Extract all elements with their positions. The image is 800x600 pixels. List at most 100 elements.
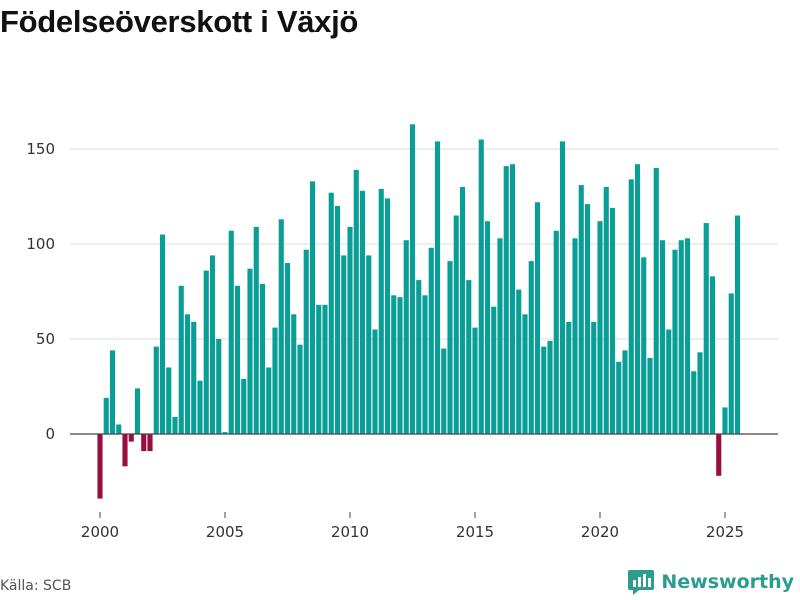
bar[interactable] xyxy=(459,187,466,434)
bar[interactable] xyxy=(422,295,428,434)
bar[interactable] xyxy=(497,238,503,434)
bar[interactable] xyxy=(541,346,547,434)
bar[interactable] xyxy=(691,371,697,434)
bar[interactable] xyxy=(284,263,291,434)
bar[interactable] xyxy=(653,168,659,434)
bar[interactable] xyxy=(184,314,191,434)
bar[interactable] xyxy=(428,247,434,434)
bar[interactable] xyxy=(253,226,259,434)
bar[interactable] xyxy=(359,190,366,434)
bar[interactable] xyxy=(466,280,472,434)
bar[interactable] xyxy=(672,249,678,434)
bar[interactable] xyxy=(609,207,616,434)
bar[interactable] xyxy=(634,164,641,434)
bar[interactable] xyxy=(641,257,647,434)
bar[interactable] xyxy=(209,255,216,434)
bar[interactable] xyxy=(303,249,309,434)
bar[interactable] xyxy=(291,314,297,434)
bar[interactable] xyxy=(228,230,234,434)
bar[interactable] xyxy=(259,283,266,434)
bar[interactable] xyxy=(384,198,391,434)
bar[interactable] xyxy=(684,238,691,434)
bar[interactable] xyxy=(178,285,184,434)
bar[interactable] xyxy=(522,314,528,434)
bar[interactable] xyxy=(159,234,166,435)
bar[interactable] xyxy=(322,304,328,434)
bar[interactable] xyxy=(534,202,541,434)
bar[interactable] xyxy=(441,348,447,435)
bar[interactable] xyxy=(278,219,284,434)
bar[interactable] xyxy=(222,432,228,434)
bar[interactable] xyxy=(103,397,109,434)
brand-logo[interactable]: Newsworthy xyxy=(627,568,794,596)
bar[interactable] xyxy=(447,261,453,434)
bar[interactable] xyxy=(241,378,247,434)
bar[interactable] xyxy=(703,223,709,434)
bar[interactable] xyxy=(628,179,634,434)
bar[interactable] xyxy=(734,215,741,435)
bar[interactable] xyxy=(547,340,553,434)
bar[interactable] xyxy=(516,289,522,434)
bar[interactable] xyxy=(678,240,684,434)
bar[interactable] xyxy=(334,206,341,434)
bar[interactable] xyxy=(397,297,403,434)
bar[interactable] xyxy=(553,230,559,434)
bar[interactable] xyxy=(509,164,516,434)
bar[interactable] xyxy=(378,188,384,434)
bar[interactable] xyxy=(147,434,153,452)
bar[interactable] xyxy=(453,215,459,435)
bar[interactable] xyxy=(478,139,484,435)
bar[interactable] xyxy=(191,321,197,434)
bar[interactable] xyxy=(97,434,103,499)
bar[interactable] xyxy=(297,344,303,434)
bar[interactable] xyxy=(234,285,241,434)
bar[interactable] xyxy=(166,367,172,435)
bar[interactable] xyxy=(128,434,134,442)
bar[interactable] xyxy=(484,221,491,434)
bar[interactable] xyxy=(391,295,397,434)
bar[interactable] xyxy=(116,424,122,435)
bar[interactable] xyxy=(647,358,653,434)
bar[interactable] xyxy=(528,261,534,434)
bar[interactable] xyxy=(316,304,322,434)
bar[interactable] xyxy=(247,268,253,434)
bar[interactable] xyxy=(403,240,409,434)
bar[interactable] xyxy=(347,226,353,434)
bar[interactable] xyxy=(659,240,666,434)
bar[interactable] xyxy=(434,141,441,434)
bar[interactable] xyxy=(172,416,178,434)
bar[interactable] xyxy=(566,321,572,434)
bar[interactable] xyxy=(122,434,128,467)
bar[interactable] xyxy=(559,141,566,434)
bar[interactable] xyxy=(109,350,116,434)
bar[interactable] xyxy=(341,255,347,434)
bar[interactable] xyxy=(366,255,372,434)
bar[interactable] xyxy=(616,361,622,434)
bar[interactable] xyxy=(216,339,222,434)
bar[interactable] xyxy=(203,270,209,434)
bar[interactable] xyxy=(491,306,497,434)
bar[interactable] xyxy=(603,187,609,434)
bar[interactable] xyxy=(722,407,728,434)
bar[interactable] xyxy=(472,327,478,434)
bar[interactable] xyxy=(353,169,359,434)
bar[interactable] xyxy=(134,388,141,434)
bar[interactable] xyxy=(728,293,734,434)
bar[interactable] xyxy=(584,204,591,434)
bar[interactable] xyxy=(578,185,584,434)
bar[interactable] xyxy=(272,327,278,434)
bar[interactable] xyxy=(597,221,603,434)
bar[interactable] xyxy=(372,329,378,435)
bar[interactable] xyxy=(309,181,316,434)
bar[interactable] xyxy=(503,166,509,434)
bar[interactable] xyxy=(709,276,716,434)
bar[interactable] xyxy=(666,329,672,435)
bar[interactable] xyxy=(266,367,272,435)
bar[interactable] xyxy=(622,350,628,434)
bar[interactable] xyxy=(197,380,203,434)
bar[interactable] xyxy=(572,238,578,434)
bar[interactable] xyxy=(716,434,722,476)
bar[interactable] xyxy=(409,124,416,435)
bar[interactable] xyxy=(141,434,147,452)
bar[interactable] xyxy=(153,346,159,434)
